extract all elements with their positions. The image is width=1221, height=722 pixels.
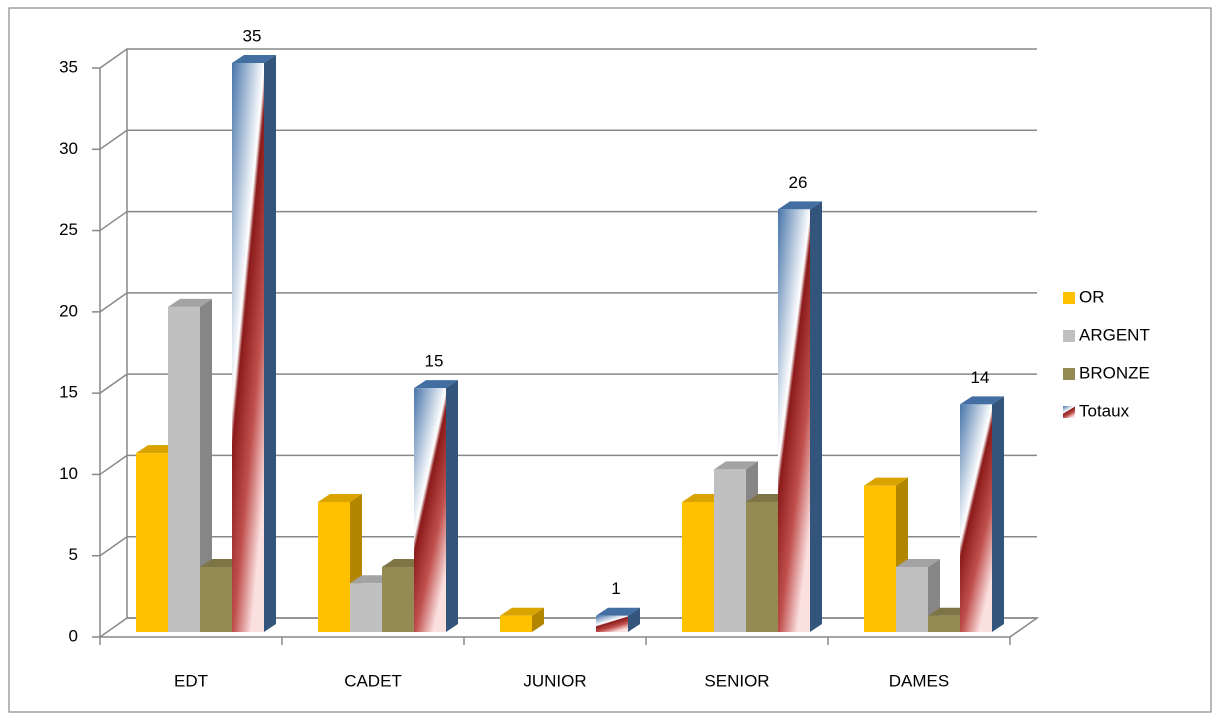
bar [318,501,350,632]
bar-top [864,477,908,486]
bar-side [810,201,822,633]
legend-swatch [1063,368,1075,380]
bar-top [168,298,212,307]
y-tick-label: 20 [59,301,78,320]
x-tick-label: CADET [344,671,402,690]
y-tick-label: 30 [59,139,78,158]
y-tick-label: 25 [59,220,78,239]
bar-side [264,55,276,632]
data-label: 26 [789,173,808,192]
y-tick-label: 35 [59,57,78,76]
bar [682,501,714,632]
bar [928,615,960,632]
bar-top [500,607,544,616]
bar [864,485,896,632]
legend-swatch [1063,406,1075,418]
bar [960,404,992,632]
y-tick-label: 15 [59,383,78,402]
legend-label: Totaux [1079,401,1130,420]
bar [382,566,414,632]
x-tick-label: EDT [174,671,208,690]
y-tick-label: 5 [69,545,78,564]
bar-side [532,607,544,632]
x-tick-label: SENIOR [704,671,769,690]
grid-line [99,48,1037,69]
bar-top [414,380,458,389]
data-label: 35 [243,26,262,45]
x-tick-label: JUNIOR [523,671,586,690]
bar-top [960,396,1004,405]
legend-swatch [1063,330,1075,342]
grid-line [99,210,1037,232]
grid-line [99,454,1037,476]
bar-top [232,55,276,63]
grid-line [99,129,1037,150]
bar [778,209,810,633]
bar [500,615,532,632]
bar-side [992,396,1004,632]
x-tick-label: DAMES [889,671,949,690]
grid-line [99,373,1037,394]
bar [136,453,168,632]
bar [896,566,928,632]
data-label: 1 [611,579,620,598]
bar [232,63,264,632]
legend-label: ARGENT [1079,325,1150,344]
bar [746,501,778,632]
bar-side [200,298,212,632]
legend-label: BRONZE [1079,363,1150,382]
data-label: 14 [971,368,990,387]
bar-side [628,607,640,632]
bar-top [896,558,940,567]
legend-label: OR [1079,287,1105,306]
bar-side [446,380,458,632]
grid-line [99,292,1037,313]
bar-top [318,493,362,502]
y-tick-label: 10 [59,464,78,483]
bar [714,469,746,632]
bar [596,615,628,632]
data-label: 15 [425,352,444,371]
y-tick-label: 0 [69,626,78,645]
bar-top [714,461,758,470]
bar [350,583,382,632]
bar-top [596,607,640,616]
bar [200,566,232,632]
legend-swatch [1063,292,1075,304]
bar [168,306,200,632]
bar-top [778,201,822,210]
bar [414,388,446,632]
